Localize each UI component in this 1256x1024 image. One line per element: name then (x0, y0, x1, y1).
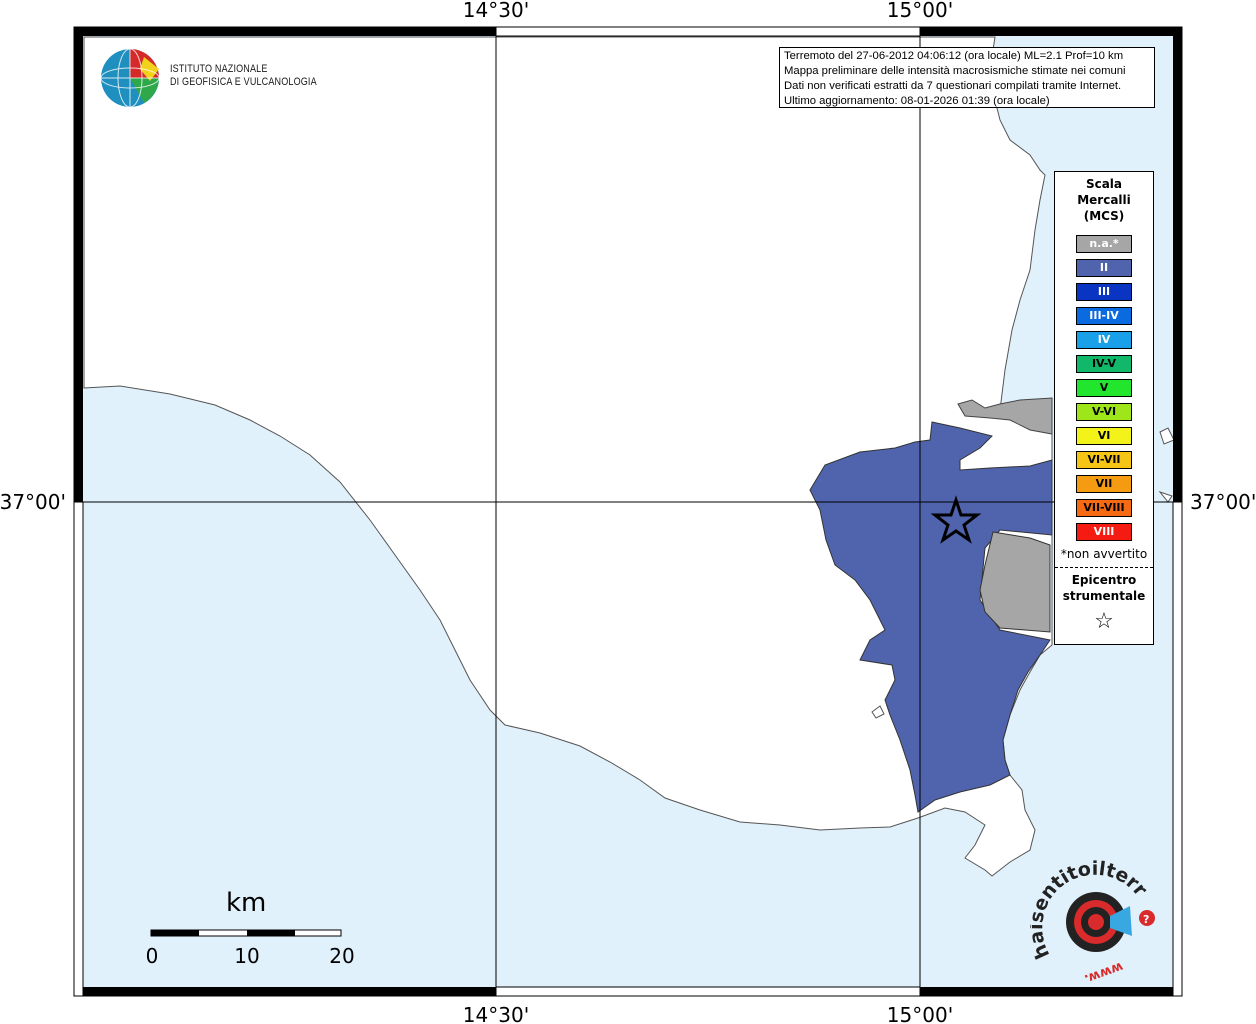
lon-label-top-1430: 14°30' (463, 0, 529, 22)
legend-note: *non avvertito (1060, 547, 1148, 561)
info-line-updated: Ultimo aggiornamento: 08-01-2026 01:39 (… (784, 95, 1050, 107)
legend-item: VI (1076, 427, 1132, 445)
earthquake-info-box: Terremoto del 27-06-2012 04:06:12 (ora l… (779, 47, 1155, 108)
ingv-globe-icon (100, 48, 160, 108)
scale-tick-20: 20 (329, 944, 355, 968)
map-frame (73, 26, 1183, 997)
legend-title-line2: Mercalli (1077, 193, 1131, 207)
lat-label-right: 37°00' (1190, 490, 1256, 514)
epicenter-star (930, 495, 982, 544)
scale-bar-graphic (150, 929, 342, 937)
legend-item: VII (1076, 475, 1132, 493)
info-line-source: Dati non verificati estratti da 7 questi… (784, 80, 1122, 92)
legend-epicenter-line2: strumentale (1062, 589, 1146, 603)
info-line-event: Terremoto del 27-06-2012 04:06:12 (ora l… (784, 50, 1124, 62)
epicenter-star-icon: ☆ (1094, 609, 1114, 634)
intensity-region-na (979, 531, 1051, 633)
islet (1158, 490, 1173, 503)
legend-item: VIII (1076, 523, 1132, 541)
legend-item: n.a.* (1076, 235, 1132, 253)
legend-item: VII-VIII (1076, 499, 1132, 517)
ingv-name: ISTITUTO NAZIONALE DI GEOFISICA E VULCAN… (170, 63, 317, 89)
intensity-region-II (809, 421, 1053, 813)
lon-label-bottom-1500: 15°00' (887, 1003, 953, 1024)
ingv-name-line2: DI GEOFISICA E VULCANOLOGIA (170, 76, 317, 88)
scale-tick-10: 10 (234, 944, 260, 968)
legend-divider (1055, 567, 1153, 568)
landmass (83, 36, 1053, 877)
intensity-legend: Scala Mercalli (MCS) n.a.* II III III-IV IV I… (1054, 171, 1154, 645)
brand-prefix: www. (1082, 958, 1125, 986)
lat-label-left: 37°00' (0, 490, 66, 514)
legend-item: III (1076, 283, 1132, 301)
lon-label-top-1500: 15°00' (887, 0, 953, 22)
legend-title-line1: Scala (1085, 177, 1123, 191)
ingv-name-line1: ISTITUTO NAZIONALE (170, 63, 268, 75)
legend-epicenter-line1: Epicentro (1071, 573, 1137, 587)
legend-title-line3: (MCS) (1083, 209, 1125, 223)
legend-items: n.a.* II III III-IV IV IV-V V V-VI VI VI-VII VII VI… (1055, 235, 1153, 541)
legend-item: II (1076, 259, 1132, 277)
scale-unit: km (226, 888, 267, 918)
haisentitoilterremoto-logo: haisentitoilterremoto.it ? www. (1020, 843, 1170, 990)
ingv-logo: ISTITUTO NAZIONALE DI GEOFISICA E VULCAN… (100, 47, 330, 111)
legend-item: IV-V (1076, 355, 1132, 373)
islet (871, 705, 885, 719)
legend-item: IV (1076, 331, 1132, 349)
seismo-target-icon: haisentitoilterremoto.it ? www. (1020, 843, 1155, 986)
legend-title: Scala Mercalli (MCS) (1055, 176, 1153, 224)
intensity-region-na-north (957, 397, 1053, 435)
lon-label-bottom-1430: 14°30' (463, 1003, 529, 1024)
scale-bar: km 0 10 20 (140, 888, 370, 978)
legend-item: V (1076, 379, 1132, 397)
legend-epicenter-label: Epicentro strumentale (1055, 572, 1153, 604)
svg-text:?: ? (1143, 913, 1149, 926)
scale-tick-0: 0 (145, 944, 159, 968)
legend-item: III-IV (1076, 307, 1132, 325)
info-line-description: Mappa preliminare delle intensità macros… (784, 65, 1126, 77)
legend-item: V-VI (1076, 403, 1132, 421)
legend-item: VI-VII (1076, 451, 1132, 469)
